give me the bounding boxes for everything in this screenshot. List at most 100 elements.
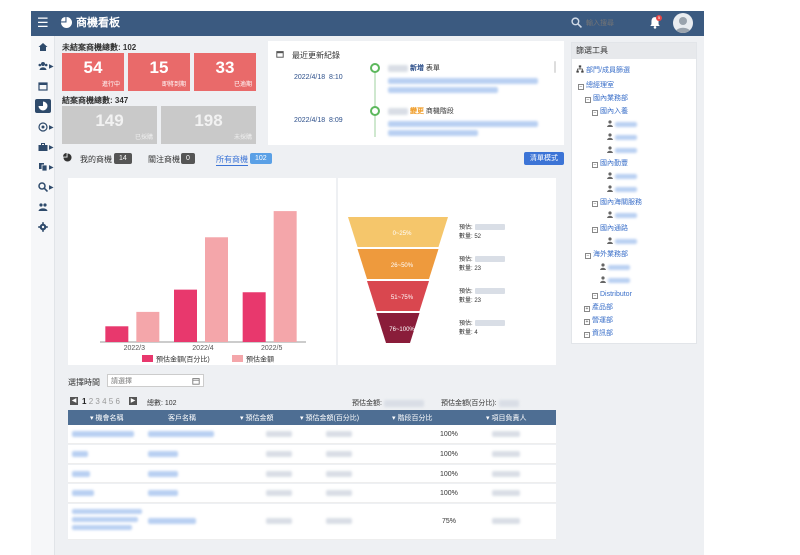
stat-due-soon[interactable]: 15 即將到期 (128, 53, 190, 91)
tree-member[interactable] (607, 211, 637, 220)
tab-my-opportunities[interactable]: 我的商機 (80, 155, 112, 164)
stat-not-purchased[interactable]: 198 未採購 (161, 106, 256, 144)
update-detail (388, 119, 538, 128)
table-row[interactable]: 75% (68, 504, 556, 540)
tree-node[interactable]: − 國內勤豐 (592, 160, 628, 168)
tree-node[interactable]: + 產品部 (584, 304, 613, 312)
page-number[interactable]: 5 (108, 397, 114, 406)
tree-member[interactable] (600, 263, 630, 272)
tab-count: 102 (250, 153, 272, 164)
page-number[interactable]: 2 (88, 397, 94, 406)
nav-users[interactable]: ▶ (35, 59, 54, 73)
tree-node[interactable]: − 國內入養 (592, 108, 628, 116)
funnel-stage-label: 51~75% (391, 295, 414, 301)
user-avatar[interactable] (673, 13, 693, 33)
users-icon (38, 62, 48, 70)
bar[interactable] (242, 292, 266, 342)
tab-followed-opportunities[interactable]: 關注商機 (148, 155, 180, 164)
nav-dashboard[interactable] (35, 99, 53, 113)
calendar-icon[interactable] (192, 377, 200, 385)
gear-icon (38, 222, 48, 232)
tree-node[interactable]: − 國內通路 (592, 225, 628, 233)
table-row[interactable]: 100% (68, 425, 556, 444)
table-row[interactable]: 100% (68, 465, 556, 483)
bar[interactable] (136, 311, 160, 342)
date-picker[interactable] (107, 374, 204, 387)
timeline-dot (370, 63, 380, 73)
nav-team[interactable] (35, 200, 53, 214)
total-percent-amount: 預估金額(百分比): (441, 398, 519, 408)
nav-settings[interactable] (35, 220, 53, 234)
funnel-count-label: 數量: 23 (459, 264, 482, 272)
table-row[interactable]: 100% (68, 445, 556, 464)
tree-member[interactable] (607, 172, 637, 181)
bar[interactable] (105, 326, 129, 342)
funnel-stage-label: 76~100% (389, 327, 415, 333)
tree-member[interactable] (607, 185, 637, 194)
col-opportunity-name[interactable]: ▾ 機會名稱 (90, 415, 124, 422)
page-number[interactable]: 6 (115, 397, 120, 406)
search-icon[interactable] (571, 17, 582, 28)
nav-calendar[interactable] (35, 79, 53, 93)
stage-percent: 75% (442, 518, 457, 525)
funnel-stage[interactable] (348, 217, 448, 247)
tree-member[interactable] (607, 120, 637, 129)
page-number[interactable]: 3 (95, 397, 100, 406)
bar[interactable] (174, 289, 197, 342)
page-number[interactable]: 4 (102, 397, 107, 406)
tree-node[interactable]: + 營運部 (584, 317, 613, 325)
pie-chart-icon (63, 153, 72, 162)
table-header: ▾ 機會名稱 客戶名稱 ▾ 預估金額 ▾ 預估金額(百分比) ▾ 階段百分比 ▾… (68, 410, 556, 425)
nav-home[interactable] (35, 40, 53, 54)
tree-member[interactable] (607, 133, 637, 142)
tree-node[interactable]: − 資訊部 (584, 330, 613, 338)
nav-target[interactable]: ▶ (35, 120, 54, 134)
prev-page-button[interactable]: ◀ (70, 397, 78, 405)
page-number[interactable]: 1 (82, 397, 87, 406)
nav-search[interactable]: ▶ (35, 180, 54, 194)
col-estimated-amount[interactable]: ▾ 預估金額 (240, 415, 274, 422)
hamburger-menu-icon[interactable]: ☰ (37, 15, 49, 30)
bar[interactable] (273, 211, 297, 342)
col-estimated-amount-percent[interactable]: ▾ 預估金額(百分比) (300, 415, 360, 422)
next-page-button[interactable]: ▶ (129, 397, 137, 405)
stat-overdue[interactable]: 33 已逾期 (194, 53, 256, 91)
update-entry: 變更 商機階段 (388, 106, 454, 116)
tree-member[interactable] (600, 276, 630, 285)
tree-node[interactable]: − 國內業務部 (585, 95, 628, 103)
tab-all-opportunities[interactable]: 所有商機 (216, 155, 248, 166)
legend-swatch (232, 355, 243, 362)
nav-briefcase[interactable]: ▶ (35, 140, 54, 154)
date-input[interactable] (111, 376, 181, 386)
bar[interactable] (205, 237, 228, 342)
search-input[interactable] (586, 18, 646, 29)
tree-node[interactable]: − 海外業務部 (585, 251, 628, 259)
tree-node[interactable]: − 總經理室 (578, 82, 614, 90)
tree-node[interactable]: − Distributor (592, 291, 632, 299)
filter-department-members[interactable]: 部門/成員篩選 (576, 65, 630, 75)
legend-label[interactable]: 預估金額(百分比) (156, 355, 210, 364)
tree-node[interactable]: − 國內海關服務 (592, 199, 642, 207)
legend-label[interactable]: 預估金額 (246, 355, 274, 364)
recent-updates-card: 最近更新紀錄 2022/4/18 8:10 2022/4/18 8:09 新增 … (268, 41, 564, 145)
col-stage-percent[interactable]: ▾ 階段百分比 (392, 415, 433, 422)
timeline-dot (370, 106, 380, 116)
funnel-stage[interactable] (367, 281, 429, 311)
user-icon (607, 237, 613, 244)
nav-documents[interactable]: ▶ (35, 160, 54, 174)
tree-member[interactable] (607, 237, 637, 246)
table-row[interactable]: 100% (68, 484, 556, 503)
col-project-owner[interactable]: ▾ 項目負責人 (486, 415, 527, 422)
stat-in-progress[interactable]: 54 進行中 (62, 53, 124, 91)
tree-member[interactable] (607, 146, 637, 155)
scrollbar[interactable] (554, 61, 556, 73)
funnel-amount-label: 預估: (459, 319, 473, 327)
stat-purchased[interactable]: 149 已採購 (62, 106, 157, 144)
col-customer-name[interactable]: 客戶名稱 (168, 415, 196, 422)
funnel-stage[interactable] (376, 313, 420, 343)
funnel-stage-label: 26~50% (391, 263, 414, 269)
update-detail (388, 128, 478, 137)
funnel-stage[interactable] (357, 249, 439, 279)
list-mode-button[interactable]: 清單模式 (524, 152, 564, 165)
funnel-count-label: 數量: 4 (459, 328, 478, 336)
